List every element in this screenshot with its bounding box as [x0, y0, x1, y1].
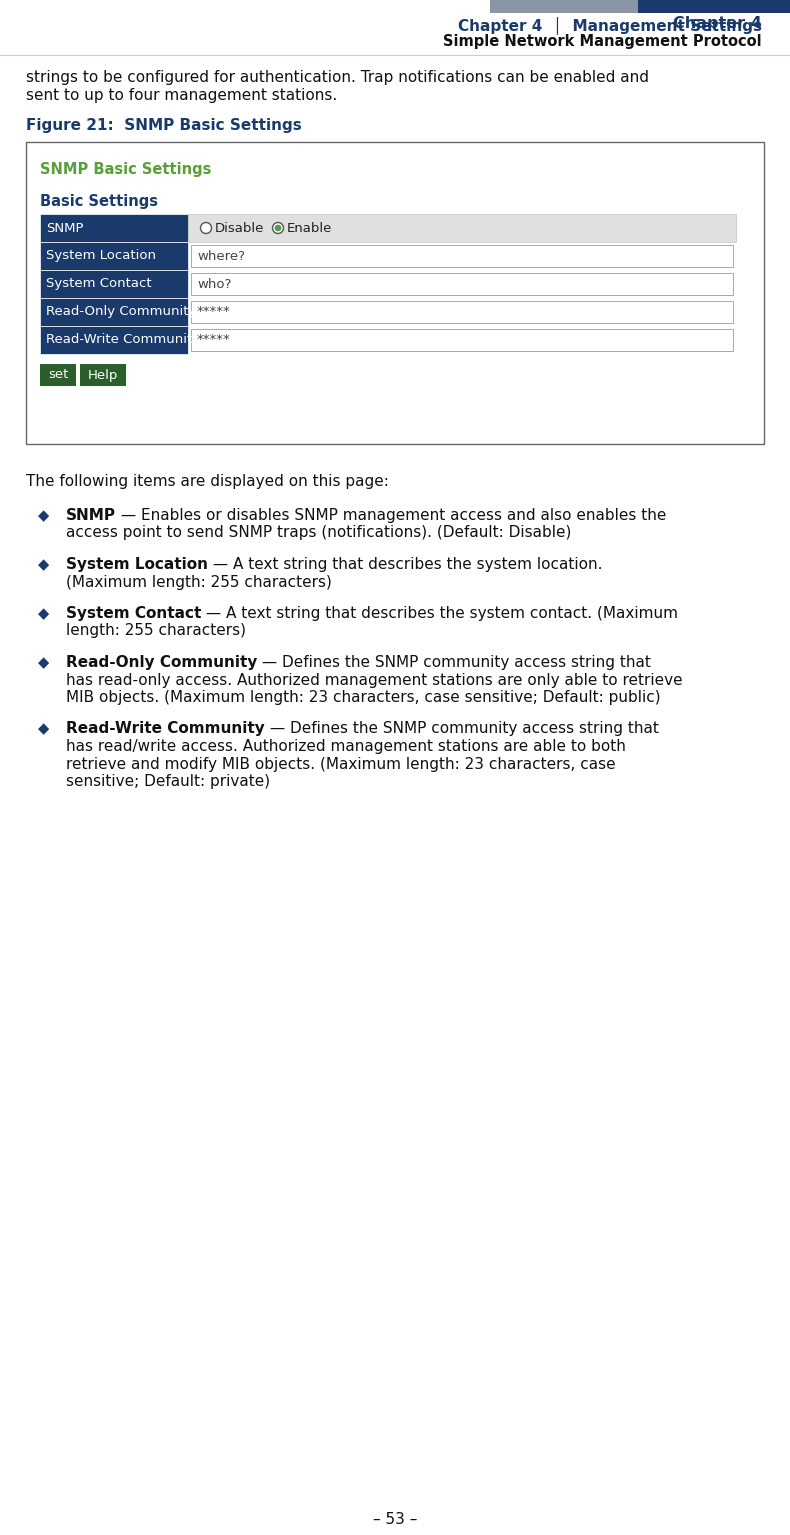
Bar: [191, 273, 733, 295]
Text: – 53 –: – 53 –: [373, 1512, 417, 1527]
Text: — Defines the SNMP community access string that: — Defines the SNMP community access stri…: [265, 721, 659, 737]
Text: *****: *****: [197, 305, 231, 318]
Text: ◆: ◆: [38, 655, 49, 669]
Text: strings to be configured for authentication. Trap notifications can be enabled a: strings to be configured for authenticat…: [26, 71, 649, 84]
Text: Disable: Disable: [215, 221, 265, 235]
Text: set: set: [48, 368, 68, 382]
Bar: [191, 301, 733, 322]
Text: ◆: ◆: [38, 508, 49, 523]
Text: ◆: ◆: [38, 557, 49, 573]
Circle shape: [201, 223, 212, 233]
Text: ◆: ◆: [38, 721, 49, 737]
Text: Enable: Enable: [287, 221, 333, 235]
Text: Read-Only Community: Read-Only Community: [66, 655, 258, 669]
Text: — Defines the SNMP community access string that: — Defines the SNMP community access stri…: [258, 655, 651, 669]
Text: length: 255 characters): length: 255 characters): [66, 623, 246, 639]
Bar: [490, 0, 638, 12]
Bar: [40, 364, 76, 385]
Text: — Enables or disables SNMP management access and also enables the: — Enables or disables SNMP management ac…: [116, 508, 667, 523]
Text: SNMP: SNMP: [46, 221, 84, 235]
Bar: [191, 246, 733, 267]
Text: Read-Write Community: Read-Write Community: [46, 333, 200, 347]
Text: System Contact: System Contact: [46, 278, 152, 290]
Bar: [40, 213, 188, 243]
Text: where?: where?: [197, 250, 245, 262]
Text: Read-Write Community: Read-Write Community: [66, 721, 265, 737]
Text: *****: *****: [197, 333, 231, 347]
Text: sensitive; Default: private): sensitive; Default: private): [66, 774, 270, 789]
Text: who?: who?: [197, 278, 231, 290]
Text: System Location: System Location: [46, 250, 156, 262]
Bar: [188, 213, 736, 243]
Text: Help: Help: [88, 368, 118, 382]
Text: has read-only access. Authorized management stations are only able to retrieve: has read-only access. Authorized managem…: [66, 672, 683, 688]
Circle shape: [275, 226, 281, 230]
Text: Chapter 4: Chapter 4: [673, 15, 762, 31]
Bar: [40, 325, 188, 355]
Text: Read-Only Community: Read-Only Community: [46, 305, 197, 318]
Text: Chapter 4  │  Management Settings: Chapter 4 │ Management Settings: [458, 15, 762, 34]
Bar: [191, 328, 733, 352]
Bar: [40, 270, 188, 298]
Text: — A text string that describes the system location.: — A text string that describes the syste…: [208, 557, 603, 573]
Text: (Maximum length: 255 characters): (Maximum length: 255 characters): [66, 574, 332, 589]
Bar: [80, 364, 126, 385]
Text: SNMP Basic Settings: SNMP Basic Settings: [40, 163, 212, 177]
Bar: [40, 298, 188, 325]
Text: Simple Network Management Protocol: Simple Network Management Protocol: [443, 34, 762, 49]
Text: Basic Settings: Basic Settings: [40, 193, 158, 209]
Text: System Contact: System Contact: [66, 606, 201, 622]
Text: — A text string that describes the system contact. (Maximum: — A text string that describes the syste…: [201, 606, 679, 622]
Text: SNMP: SNMP: [66, 508, 116, 523]
Text: ◆: ◆: [38, 606, 49, 622]
Bar: [26, 143, 764, 444]
Bar: [40, 243, 188, 270]
Text: The following items are displayed on this page:: The following items are displayed on thi…: [26, 474, 389, 490]
Text: retrieve and modify MIB objects. (Maximum length: 23 characters, case: retrieve and modify MIB objects. (Maximu…: [66, 757, 615, 772]
Text: has read/write access. Authorized management stations are able to both: has read/write access. Authorized manage…: [66, 738, 626, 754]
Bar: [638, 0, 790, 12]
Text: MIB objects. (Maximum length: 23 characters, case sensitive; Default: public): MIB objects. (Maximum length: 23 charact…: [66, 691, 660, 705]
Text: sent to up to four management stations.: sent to up to four management stations.: [26, 87, 337, 103]
Text: access point to send SNMP traps (notifications). (Default: Disable): access point to send SNMP traps (notific…: [66, 525, 571, 540]
Circle shape: [273, 223, 284, 233]
Text: Figure 21:  SNMP Basic Settings: Figure 21: SNMP Basic Settings: [26, 118, 302, 134]
Text: System Location: System Location: [66, 557, 208, 573]
